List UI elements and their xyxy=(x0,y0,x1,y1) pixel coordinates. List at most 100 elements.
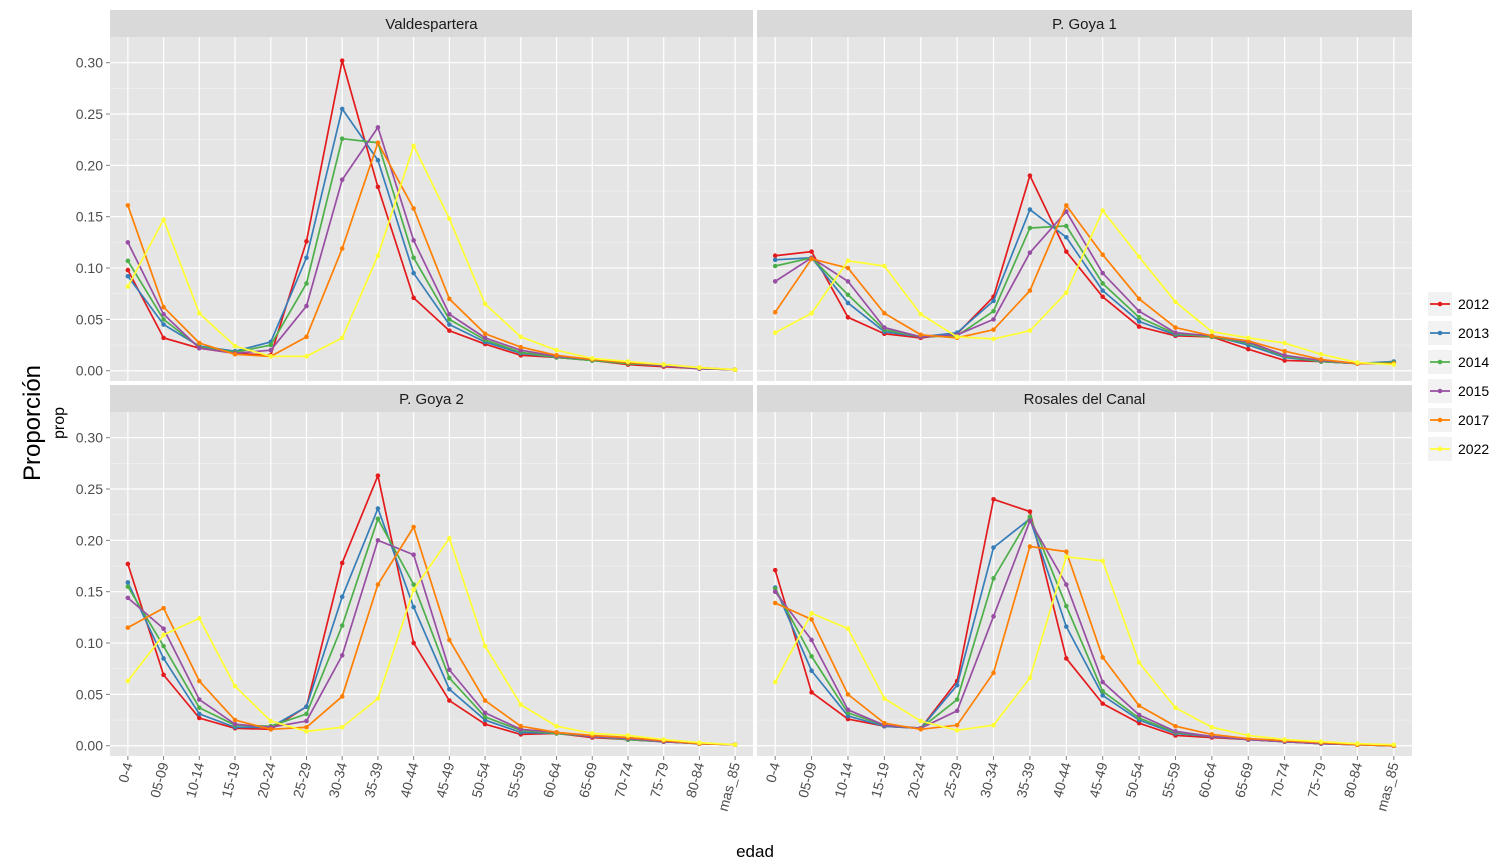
y-tick-label: 0.25 xyxy=(76,106,103,122)
data-point-2017 xyxy=(232,717,238,723)
legend-key-point xyxy=(1437,301,1443,307)
x-tick-label: 25-29 xyxy=(290,760,315,799)
legend-label-2017: 2017 xyxy=(1458,412,1489,428)
data-point-2017 xyxy=(125,203,131,208)
data-point-2022 xyxy=(589,356,595,361)
x-tick-label: 65-69 xyxy=(1231,760,1256,799)
data-point-2015 xyxy=(411,238,416,243)
x-tick-label: 45-49 xyxy=(433,760,458,799)
legend-key-point xyxy=(1437,359,1443,365)
data-point-2015 xyxy=(339,653,345,658)
legend-key-point xyxy=(1437,330,1443,336)
panel-title: Valdespartera xyxy=(385,16,478,33)
data-point-2022 xyxy=(375,253,381,259)
data-point-2022 xyxy=(125,284,131,289)
data-point-2012 xyxy=(411,640,416,646)
data-point-2017 xyxy=(1100,655,1105,660)
y-tick-label: 0.10 xyxy=(76,635,103,651)
data-point-2012 xyxy=(125,561,131,567)
data-point-2015 xyxy=(125,240,131,245)
data-point-2017 xyxy=(954,722,960,728)
data-point-2017 xyxy=(304,334,309,340)
y-tick-label: 0.05 xyxy=(76,686,103,702)
data-point-2022 xyxy=(1355,741,1360,746)
data-point-2012 xyxy=(1100,294,1105,300)
y-tick-label: 0.05 xyxy=(76,311,103,327)
data-point-2014 xyxy=(809,654,814,659)
data-point-2022 xyxy=(1245,335,1251,341)
x-tick-label: 10-14 xyxy=(182,760,207,799)
data-point-2022 xyxy=(268,354,274,359)
data-point-2022 xyxy=(411,587,416,592)
x-tick-label: 60-64 xyxy=(540,760,565,799)
data-point-2022 xyxy=(554,723,559,729)
data-point-2013 xyxy=(161,322,166,327)
data-point-2012 xyxy=(125,267,131,273)
data-point-2022 xyxy=(589,731,595,736)
data-point-2015 xyxy=(882,325,887,330)
series-line-2022 xyxy=(774,209,1394,366)
legend-label-2015: 2015 xyxy=(1458,383,1489,399)
data-point-2022 xyxy=(125,678,131,684)
data-point-2012 xyxy=(339,58,345,63)
data-point-2013 xyxy=(991,298,996,304)
data-point-2015 xyxy=(1027,250,1033,255)
data-point-2012 xyxy=(772,253,778,259)
data-point-2017 xyxy=(1136,703,1142,708)
data-point-2012 xyxy=(1136,324,1142,329)
data-point-2022 xyxy=(991,336,996,342)
data-point-2022 xyxy=(1209,724,1215,730)
data-point-2017 xyxy=(991,670,996,676)
x-tick-label: 40-44 xyxy=(397,760,422,799)
data-point-2022 xyxy=(1282,340,1287,346)
data-point-2013 xyxy=(991,545,996,550)
data-point-2022 xyxy=(991,722,996,728)
data-point-2015 xyxy=(845,707,851,713)
data-point-2012 xyxy=(411,295,416,301)
data-point-2017 xyxy=(991,327,996,332)
data-point-2013 xyxy=(161,656,166,661)
series-line-2022 xyxy=(774,555,1394,746)
data-point-2012 xyxy=(1100,701,1105,706)
data-point-2022 xyxy=(697,365,702,370)
data-point-2013 xyxy=(197,711,202,717)
data-point-2013 xyxy=(1027,207,1033,212)
data-point-2012 xyxy=(447,328,452,333)
data-point-2014 xyxy=(954,697,960,702)
data-point-2014 xyxy=(772,263,778,269)
data-point-2015 xyxy=(161,626,166,631)
data-point-2015 xyxy=(991,614,996,619)
data-point-2014 xyxy=(304,281,309,286)
data-point-2017 xyxy=(268,727,274,732)
panel-3: P. Goya 2 0.00 0.05 0.10 0.15 0.20 0.25 0.30 0-4… xyxy=(76,385,753,813)
data-point-2022 xyxy=(1173,299,1178,305)
data-point-2022 xyxy=(232,343,238,349)
data-point-2022 xyxy=(1209,329,1215,335)
data-point-2022 xyxy=(845,258,851,264)
data-point-2017 xyxy=(375,582,381,587)
data-point-2014 xyxy=(1136,315,1142,320)
data-point-2015 xyxy=(375,538,381,543)
data-point-2013 xyxy=(809,668,814,674)
x-axis-title: edad xyxy=(736,842,774,861)
x-tick-label: 55-59 xyxy=(1159,760,1184,799)
x-tick-label: 35-39 xyxy=(1013,760,1038,799)
data-point-2013 xyxy=(375,157,381,163)
x-tick-label: 30-34 xyxy=(977,760,1002,799)
data-point-2017 xyxy=(447,296,452,302)
data-point-2022 xyxy=(482,301,488,307)
data-point-2014 xyxy=(1064,223,1069,229)
data-point-2022 xyxy=(1355,360,1360,365)
data-point-2022 xyxy=(197,310,202,316)
data-point-2012 xyxy=(809,690,814,695)
data-point-2017 xyxy=(482,331,488,337)
data-point-2014 xyxy=(482,714,488,720)
panel-4: Rosales del Canal 0-4 05-09 10-14 15-19 20-24… xyxy=(757,385,1412,813)
data-point-2022 xyxy=(625,733,631,738)
x-tick-label: 50-54 xyxy=(1122,760,1147,799)
panel-strip xyxy=(110,385,753,412)
data-point-2013 xyxy=(1064,234,1069,240)
y-tick-label: 0.00 xyxy=(76,363,103,379)
plot-background xyxy=(110,37,753,381)
data-point-2022 xyxy=(772,679,778,685)
